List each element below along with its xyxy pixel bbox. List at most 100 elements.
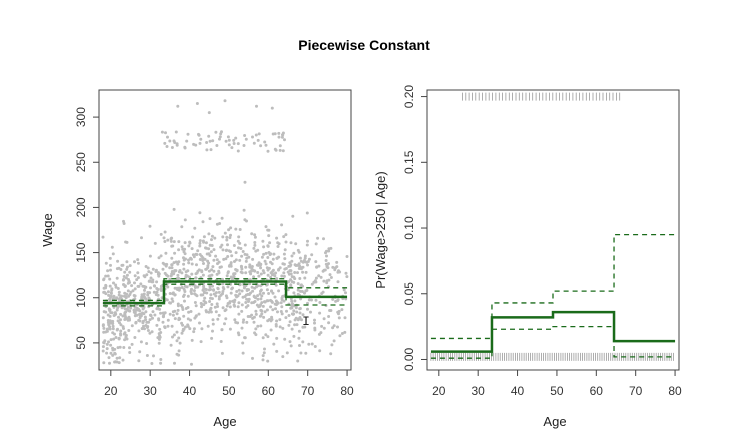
- wage-point: [171, 335, 174, 339]
- wage-point: [240, 289, 244, 293]
- wage-point: [327, 247, 331, 251]
- wage-point: [166, 318, 170, 322]
- x-tick-label: 60: [590, 384, 604, 398]
- wage-point: [289, 344, 293, 348]
- wage-point: [177, 349, 181, 353]
- wage-point: [267, 234, 271, 238]
- text-cursor-icon: I: [302, 314, 310, 329]
- wage-point: [283, 337, 287, 341]
- y-tick-label: 0.15: [402, 150, 416, 174]
- wage-point: [125, 337, 129, 341]
- wage-x-label: Age: [213, 414, 236, 429]
- wage-point: [243, 252, 247, 256]
- wage-point: [186, 294, 190, 298]
- wage-point: [183, 247, 187, 251]
- wage-point: [244, 301, 248, 304]
- wage-point: [210, 297, 214, 301]
- wage-point: [113, 347, 117, 351]
- wage-point: [140, 327, 144, 330]
- wage-point: [226, 270, 230, 274]
- wage-point: [170, 244, 174, 248]
- wage-point: [112, 305, 116, 309]
- wage-point: [102, 277, 106, 281]
- wage-point: [273, 302, 277, 306]
- probability-x-axis: 20 30 40 50 60 70 80: [432, 370, 682, 398]
- wage-point: [225, 238, 229, 242]
- wage-point: [217, 297, 221, 301]
- wage-point: [109, 295, 112, 299]
- wage-point: [142, 274, 146, 278]
- wage-point: [297, 267, 301, 270]
- wage-point: [336, 298, 340, 302]
- wage-point: [233, 272, 237, 276]
- y-tick-label: 0.10: [402, 216, 416, 240]
- wage-point: [261, 239, 265, 243]
- wage-point: [195, 294, 199, 298]
- wage-point: [111, 324, 115, 328]
- wage-point: [182, 256, 185, 260]
- wage-point: [221, 235, 225, 239]
- wage-point: [180, 245, 184, 249]
- x-tick-label: 50: [550, 384, 564, 398]
- wage-point: [210, 303, 214, 306]
- wage-point: [120, 294, 124, 298]
- wage-point: [211, 329, 214, 333]
- wage-point: [208, 300, 212, 303]
- wage-point: [145, 342, 149, 345]
- wage-point: [244, 265, 248, 269]
- x-tick-label: 20: [104, 384, 118, 398]
- wage-point: [276, 241, 280, 245]
- wage-point: [192, 255, 196, 259]
- wage-point: [206, 324, 210, 328]
- wage-point: [345, 275, 349, 279]
- wage-point: [125, 265, 129, 269]
- wage-point: [234, 227, 238, 231]
- wage-point: [204, 241, 208, 245]
- wage-point: [213, 236, 217, 240]
- wage-point: [122, 278, 126, 281]
- wage-point: [240, 309, 244, 313]
- chart-title: Piecewise Constant: [298, 37, 430, 53]
- wage-point: [313, 326, 317, 330]
- wage-point: [117, 315, 120, 319]
- wage-point: [226, 243, 229, 247]
- wage-point: [166, 274, 170, 278]
- wage-point: [282, 274, 286, 278]
- wage-point: [228, 236, 232, 240]
- wage-point: [230, 287, 234, 291]
- wage-point: [266, 335, 270, 339]
- wage-point: [277, 289, 281, 293]
- wage-point: [102, 341, 106, 344]
- wage-point: [170, 263, 174, 267]
- wage-point: [196, 285, 200, 289]
- wage-point: [263, 310, 267, 314]
- wage-point: [170, 324, 174, 328]
- wage-point: [108, 256, 112, 260]
- wage-point: [290, 304, 294, 308]
- x-tick-label: 40: [511, 384, 525, 398]
- wage-point: [274, 299, 278, 303]
- wage-point: [293, 299, 297, 303]
- wage-point: [148, 224, 152, 228]
- wage-point: [293, 271, 297, 274]
- wage-point: [274, 307, 277, 311]
- wage-point: [284, 316, 288, 320]
- wage-point: [164, 264, 168, 268]
- wage-point: [202, 240, 206, 244]
- wage-point: [176, 273, 180, 277]
- wage-point: [216, 317, 220, 321]
- wage-point: [229, 261, 233, 265]
- wage-point: [305, 243, 309, 247]
- wage-point: [136, 271, 140, 275]
- wage-point: [192, 289, 196, 293]
- x-tick-label: 70: [301, 384, 315, 398]
- wage-point: [208, 243, 212, 247]
- wage-point: [282, 299, 286, 303]
- wage-point: [207, 232, 211, 236]
- wage-point: [238, 241, 242, 245]
- wage-point: [156, 305, 160, 309]
- wage-point: [110, 311, 114, 315]
- wage-point: [275, 336, 279, 340]
- wage-point: [269, 328, 273, 332]
- wage-point: [322, 326, 326, 330]
